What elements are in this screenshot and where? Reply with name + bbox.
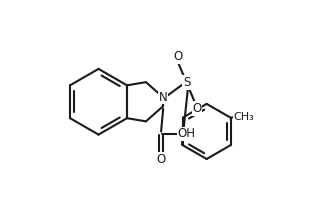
Text: OH: OH — [178, 127, 196, 140]
Text: O: O — [156, 153, 166, 166]
Text: O: O — [173, 50, 183, 63]
Text: S: S — [183, 76, 190, 89]
Text: O: O — [193, 102, 202, 115]
Text: CH₃: CH₃ — [234, 112, 254, 122]
Text: N: N — [159, 91, 168, 104]
